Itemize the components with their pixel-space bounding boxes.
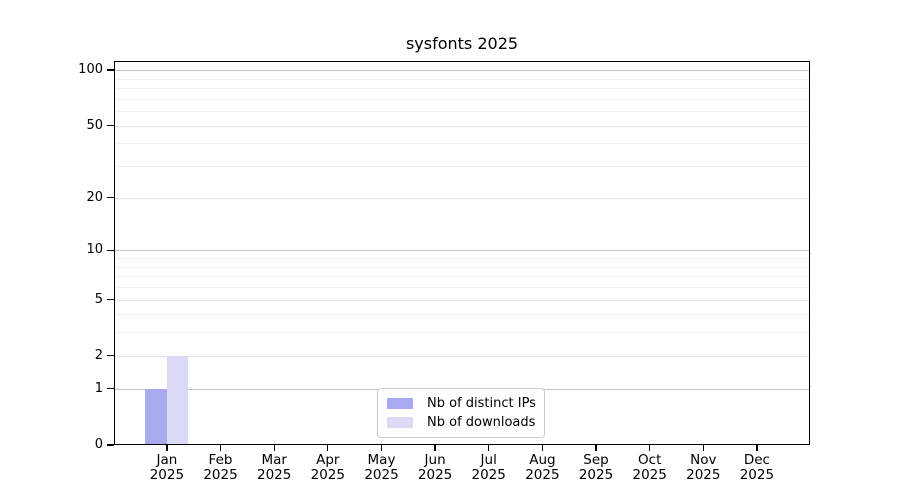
gridline-minor <box>115 143 809 145</box>
x-axis-tick-label: Oct 2025 <box>615 453 685 483</box>
gridline-minor <box>115 258 809 259</box>
y-axis-tick <box>107 197 114 199</box>
x-axis-tick <box>380 445 383 451</box>
gridline-minor <box>115 166 809 168</box>
x-axis-tick <box>595 445 597 451</box>
x-axis-tick <box>273 445 275 451</box>
x-axis-tick <box>488 445 490 451</box>
x-axis-tick-year: 2025 <box>686 467 721 483</box>
x-axis-tick-label: May 2025 <box>347 453 417 483</box>
gridline-major <box>115 197 809 199</box>
x-axis-tick-label: Mar 2025 <box>239 453 309 483</box>
x-axis-tick-year: 2025 <box>471 467 506 483</box>
x-axis-tick <box>434 445 436 451</box>
y-axis-tick-label: 5 <box>94 291 103 307</box>
y-axis-tick <box>107 124 114 127</box>
x-axis-tick-label: Feb 2025 <box>186 453 256 483</box>
y-axis-tick-label: 2 <box>94 347 103 363</box>
gridline-minor <box>115 78 809 80</box>
legend-swatch-distinct-ips <box>387 397 413 409</box>
x-axis-tick-label: Nov 2025 <box>668 453 738 483</box>
x-axis-tick-year: 2025 <box>417 467 453 483</box>
x-axis-tick <box>649 445 651 451</box>
x-axis-tick <box>219 445 222 451</box>
gridline-minor <box>115 88 809 89</box>
y-axis-tick <box>107 69 114 71</box>
x-axis-tick-label: Jul 2025 <box>454 453 524 483</box>
y-axis-tick <box>107 249 114 251</box>
x-axis-tick <box>541 445 544 451</box>
x-axis-tick <box>756 445 758 451</box>
y-axis-tick-label: 1 <box>94 380 103 396</box>
x-axis-tick-label: Sep 2025 <box>561 453 631 483</box>
x-axis-tick-year: 2025 <box>578 467 614 483</box>
x-axis-tick <box>702 445 704 451</box>
plot-area <box>114 61 810 445</box>
y-axis-tick <box>107 388 114 390</box>
gridline-major <box>115 299 809 301</box>
gridline-minor <box>115 276 809 278</box>
legend-item-downloads: Nb of downloads <box>387 415 535 430</box>
gridline-minor <box>115 111 809 113</box>
x-axis-tick-label: Apr 2025 <box>293 453 363 483</box>
gridline-minor <box>115 314 809 316</box>
gridline-minor <box>115 98 809 100</box>
x-axis-tick-label: Jun 2025 <box>400 453 470 483</box>
y-axis-tick <box>107 355 114 357</box>
x-axis-tick-year: 2025 <box>310 467 345 483</box>
y-axis-tick-label: 0 <box>94 437 103 452</box>
x-axis-tick-year: 2025 <box>257 467 292 483</box>
y-axis-tick-label: 10 <box>86 242 103 258</box>
bar-nb-of-downloads-jan <box>166 355 189 445</box>
gridline-major <box>115 70 809 72</box>
x-axis-tick-year: 2025 <box>525 467 560 483</box>
legend-label-downloads: Nb of downloads <box>427 415 536 431</box>
y-axis-tick <box>107 298 114 301</box>
x-axis-tick-year: 2025 <box>149 467 185 483</box>
gridline-major <box>115 250 809 252</box>
bar-nb-of-distinct-ips-jan <box>145 388 167 445</box>
gridline-minor <box>115 286 809 288</box>
x-axis-tick <box>327 445 329 451</box>
y-axis-tick-label: 100 <box>78 62 103 78</box>
x-axis-tick <box>166 445 168 451</box>
x-axis-tick-year: 2025 <box>739 467 775 483</box>
gridline-major <box>115 125 809 127</box>
x-axis-tick-label: Jan 2025 <box>132 453 202 483</box>
gridline-major <box>115 355 809 357</box>
legend: Nb of distinct IPs Nb of downloads <box>377 388 545 438</box>
legend-item-distinct-ips: Nb of distinct IPs <box>387 395 536 411</box>
y-axis-tick-label: 50 <box>86 117 103 133</box>
x-axis-tick-label: Dec 2025 <box>722 453 792 483</box>
chart-title: sysfonts 2025 <box>405 34 519 53</box>
y-axis-tick-label: 20 <box>86 189 103 205</box>
legend-label-distinct-ips: Nb of distinct IPs <box>427 395 536 411</box>
y-axis-tick <box>107 444 114 446</box>
x-axis-tick-year: 2025 <box>203 467 238 483</box>
x-axis-tick-year: 2025 <box>632 467 667 483</box>
legend-swatch-downloads <box>387 417 413 429</box>
gridline-minor <box>115 266 809 268</box>
gridline-minor <box>115 332 809 334</box>
x-axis-tick-label: Aug 2025 <box>507 453 577 483</box>
x-axis-tick-year: 2025 <box>364 467 399 483</box>
